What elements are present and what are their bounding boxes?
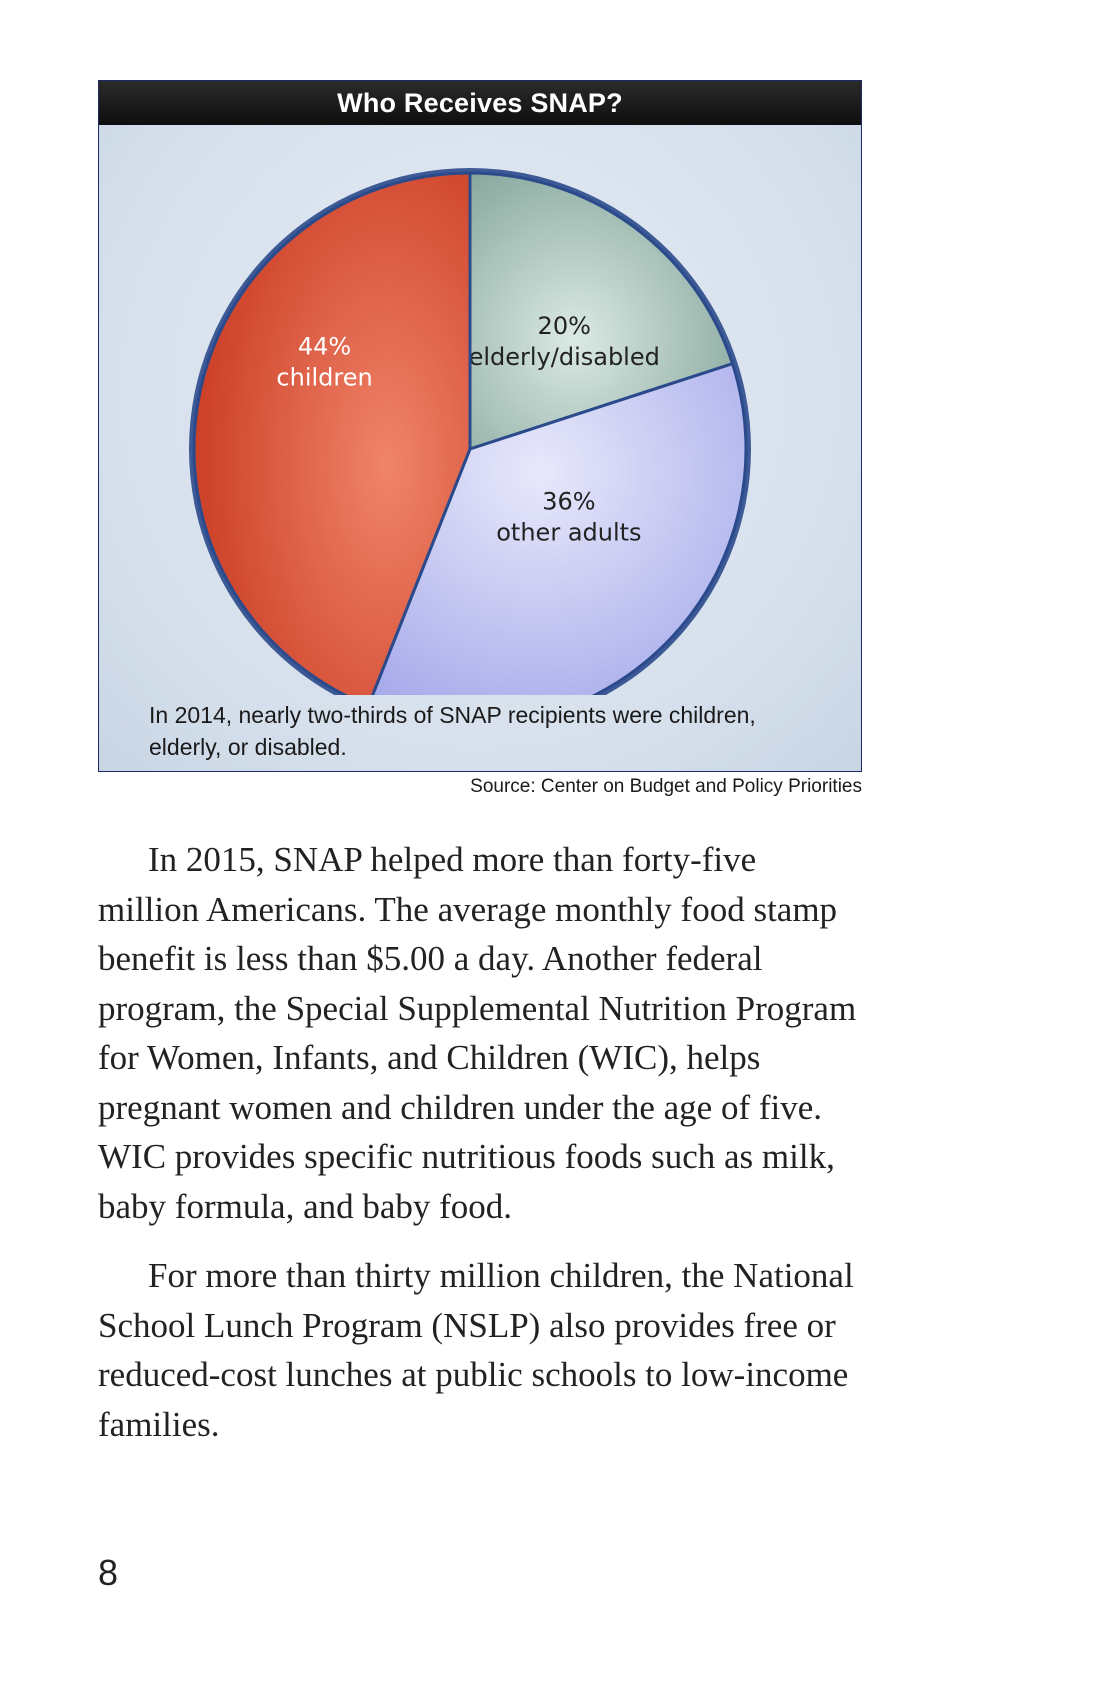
slice-category-label: other adults <box>496 519 641 547</box>
pie-slice-elderly-disabled <box>468 171 735 452</box>
chart-title: Who Receives SNAP? <box>99 81 861 125</box>
paragraph-2: For more than thirty million children, t… <box>98 1256 854 1444</box>
chart-caption: In 2014, nearly two-thirds of SNAP recip… <box>149 702 756 760</box>
slice-percent-label: 36% <box>542 488 595 516</box>
pie-slice-children <box>192 171 472 695</box>
pie-slice-other-adults <box>370 361 748 695</box>
body-text: In 2015, SNAP helped more than forty-fiv… <box>98 835 858 1469</box>
slice-percent-label: 20% <box>538 312 591 340</box>
snap-chart-figure: Who Receives SNAP? 20% elderly/disabled 36… <box>98 80 862 772</box>
slice-percent-label: 44% <box>298 333 351 361</box>
page-number: 8 <box>98 1552 119 1593</box>
pie-chart: 20% elderly/disabled 36% other adults 44% chi… <box>189 168 751 695</box>
slice-category-label: children <box>276 364 372 392</box>
slice-category-label: elderly/disabled <box>469 343 660 371</box>
chart-source: Source: Center on Budget and Policy Prio… <box>470 776 862 797</box>
paragraph-1: In 2015, SNAP helped more than forty-fiv… <box>98 840 857 1226</box>
